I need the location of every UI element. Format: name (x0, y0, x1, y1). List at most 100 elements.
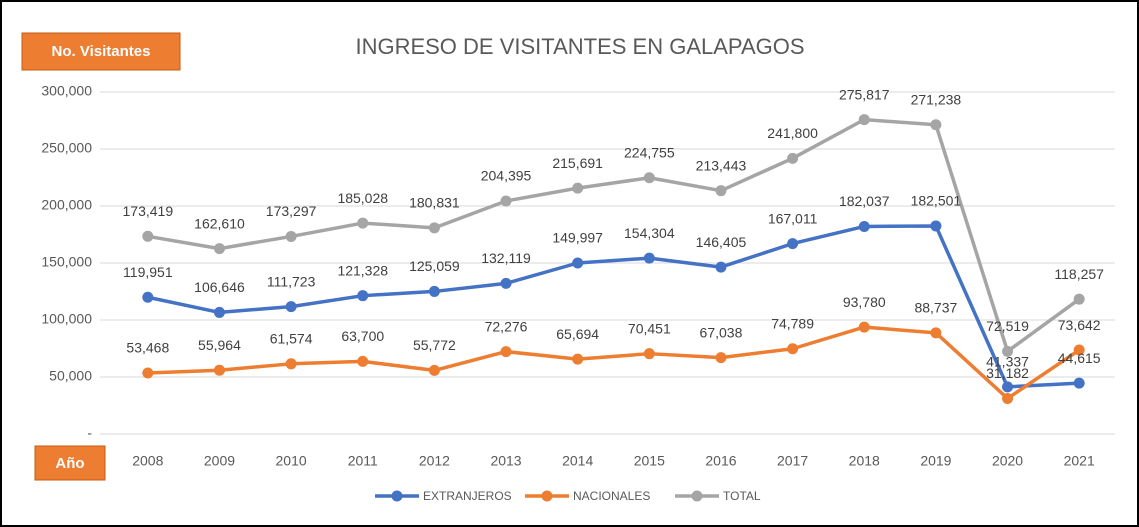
value-label: 44,615 (1058, 350, 1101, 366)
point (285, 230, 297, 242)
value-label: 67,038 (700, 324, 743, 340)
y-label-box (21, 32, 181, 71)
legend-label: EXTRANJEROS (423, 489, 512, 503)
point (572, 257, 584, 269)
y-tick-label: 200,000 (41, 197, 92, 213)
point (643, 252, 655, 264)
value-label: 271,238 (911, 91, 962, 107)
value-label: 118,257 (1054, 266, 1104, 282)
point (213, 243, 225, 255)
point (858, 114, 870, 126)
x-tick-label: 2019 (920, 453, 951, 469)
point (572, 182, 584, 194)
value-label: 224,755 (624, 144, 675, 160)
value-label: 72,519 (986, 318, 1029, 334)
value-label: 180,831 (409, 195, 460, 211)
value-label: 182,501 (911, 193, 962, 209)
value-label: 55,964 (198, 337, 241, 353)
x-tick-label: 2008 (132, 453, 163, 469)
point (357, 355, 369, 367)
x-tick-label: 2016 (705, 453, 736, 469)
value-label: 241,800 (767, 125, 818, 141)
value-label: 173,297 (266, 203, 317, 219)
value-label: 154,304 (624, 225, 675, 241)
point (1073, 377, 1085, 389)
x-tick-label: 2020 (992, 453, 1023, 469)
value-label: 65,694 (556, 326, 599, 342)
x-tick-label: 2017 (777, 453, 808, 469)
point (1073, 293, 1085, 305)
value-label: 73,642 (1058, 317, 1101, 333)
point (142, 230, 154, 242)
point (787, 343, 799, 355)
value-label: 173,419 (123, 203, 174, 219)
point (428, 364, 440, 376)
value-label: 31,182 (986, 365, 1029, 381)
x-tick-label: 2010 (276, 453, 307, 469)
point (715, 261, 727, 273)
x-tick-label: 2014 (562, 453, 593, 469)
value-label: 55,772 (413, 337, 456, 353)
point (357, 290, 369, 302)
value-label: 53,468 (126, 340, 169, 356)
point (500, 195, 512, 207)
series-line (147, 224, 1080, 389)
legend-marker (391, 490, 403, 502)
point (500, 277, 512, 289)
x-tick-label: 2015 (634, 453, 665, 469)
legend-marker (541, 490, 553, 502)
x-tick-label: 2018 (849, 453, 880, 469)
y-tick-label: 100,000 (41, 311, 92, 327)
value-label: 185,028 (337, 190, 388, 206)
point (1073, 344, 1085, 356)
value-label: 61,574 (270, 331, 313, 347)
point (858, 220, 870, 232)
x-tick-label: 2021 (1064, 453, 1095, 469)
value-label: 146,405 (696, 234, 747, 250)
chart-title: INGRESO DE VISITANTES EN GALAPAGOS (355, 34, 804, 59)
value-label: 125,059 (409, 258, 460, 274)
point (213, 364, 225, 376)
point (428, 285, 440, 297)
point (930, 119, 942, 131)
value-label: 88,737 (914, 300, 957, 316)
value-label: 106,646 (194, 279, 245, 295)
y-tick-label: 250,000 (41, 140, 92, 156)
y-tick-label: 50,000 (49, 368, 92, 384)
point (572, 353, 584, 365)
value-label: 121,328 (337, 262, 388, 278)
value-label: 167,011 (768, 210, 818, 226)
value-label: 93,780 (843, 294, 886, 310)
x-tick-label: 2013 (490, 453, 521, 469)
value-label: 70,451 (628, 320, 671, 336)
point (500, 346, 512, 358)
point (142, 367, 154, 379)
point (1002, 345, 1014, 357)
value-label: 41,337 (986, 354, 1029, 370)
point (1002, 392, 1014, 404)
point (715, 352, 727, 364)
point (285, 358, 297, 370)
series-line (147, 325, 1081, 401)
value-label: 162,610 (194, 215, 245, 231)
point (643, 172, 655, 184)
y-tick-label: 150,000 (41, 254, 92, 270)
x-tick-label: 2011 (348, 453, 378, 469)
value-label: 215,691 (552, 155, 603, 171)
value-label: 111,723 (267, 273, 316, 289)
value-label: 275,817 (839, 86, 890, 102)
value-label: 119,951 (123, 264, 173, 280)
value-label: 204,395 (481, 168, 532, 184)
legend-marker (691, 490, 703, 502)
value-label: 132,119 (481, 250, 531, 266)
value-label: 182,037 (839, 193, 890, 209)
point (357, 217, 369, 229)
value-label: 63,700 (341, 328, 384, 344)
point (715, 185, 727, 197)
point (930, 327, 942, 339)
x-tick-label: 2009 (204, 453, 235, 469)
series-line (147, 117, 1081, 354)
point (858, 321, 870, 333)
x-tick-label: 2012 (419, 453, 450, 469)
